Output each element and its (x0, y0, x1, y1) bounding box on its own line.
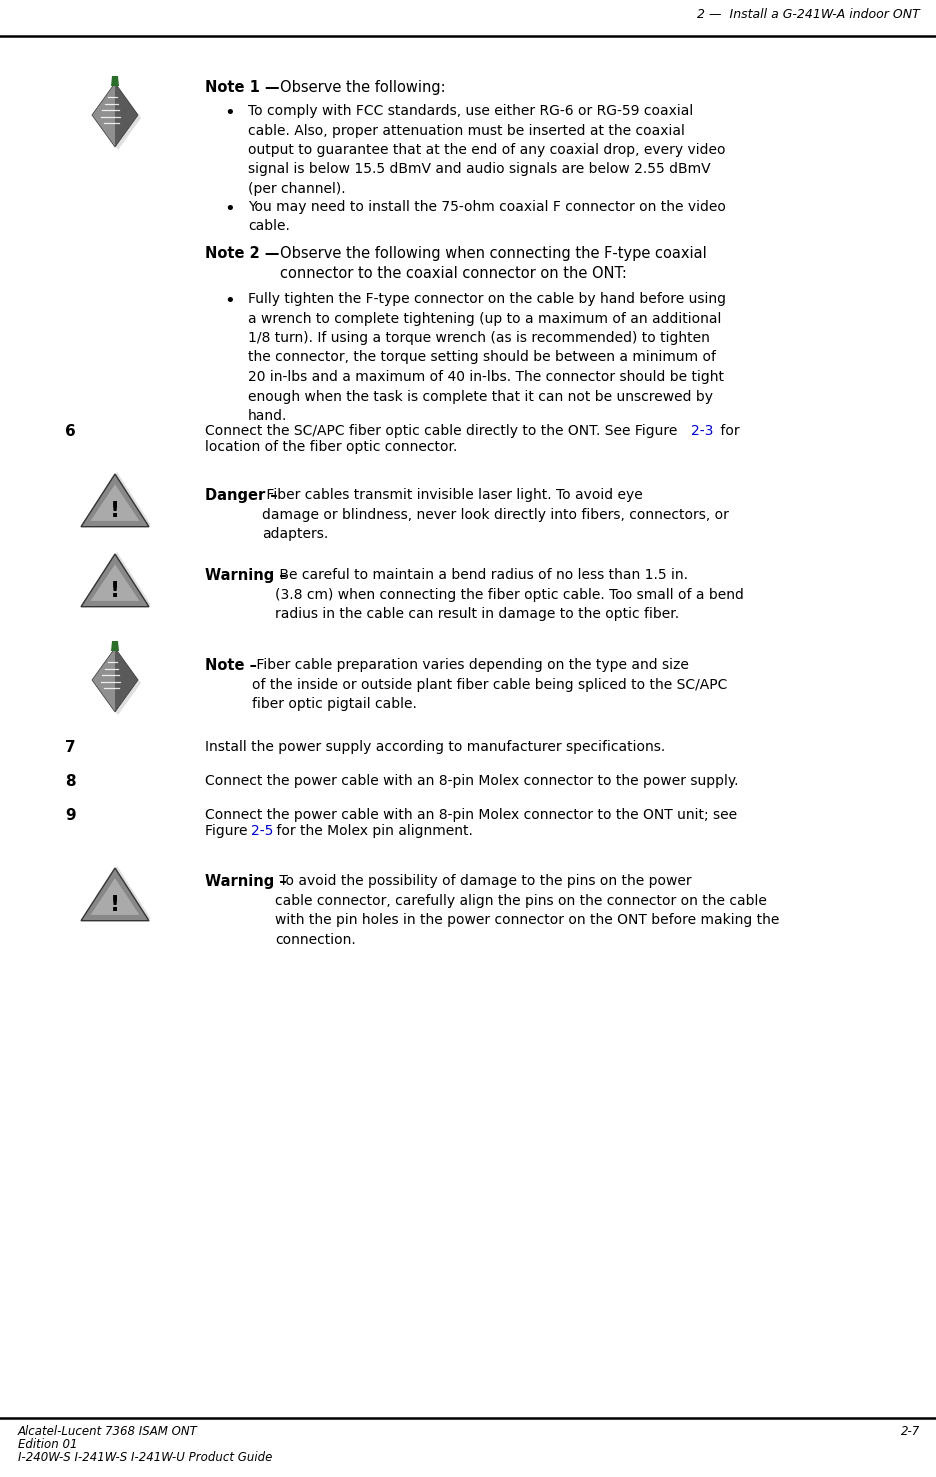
Text: 2-3: 2-3 (690, 424, 712, 439)
Text: Connect the SC/APC fiber optic cable directly to the ONT. See Figure: Connect the SC/APC fiber optic cable dir… (205, 424, 681, 439)
Polygon shape (92, 83, 115, 148)
Text: Connect the power cable with an 8-pin Molex connector to the ONT unit; see: Connect the power cable with an 8-pin Mo… (205, 808, 737, 823)
Text: You may need to install the 75-ohm coaxial F connector on the video
cable.: You may need to install the 75-ohm coaxi… (248, 199, 725, 233)
Polygon shape (83, 866, 151, 919)
Text: !: ! (110, 580, 120, 601)
Text: Danger –: Danger – (205, 487, 277, 504)
Text: 2-5: 2-5 (251, 824, 273, 837)
Polygon shape (83, 473, 151, 524)
Polygon shape (91, 564, 139, 601)
Polygon shape (83, 552, 151, 604)
Text: Fully tighten the F-type connector on the cable by hand before using
a wrench to: Fully tighten the F-type connector on th… (248, 292, 725, 422)
Text: Observe the following:: Observe the following: (280, 80, 446, 95)
Text: Connect the power cable with an 8-pin Molex connector to the power supply.: Connect the power cable with an 8-pin Mo… (205, 774, 738, 789)
Text: Note 1 —: Note 1 — (205, 80, 279, 95)
Polygon shape (92, 648, 115, 712)
Text: 2-7: 2-7 (899, 1425, 919, 1439)
Text: !: ! (110, 501, 120, 521)
Text: Warning –: Warning – (205, 874, 286, 889)
Polygon shape (95, 651, 141, 715)
Text: 7: 7 (65, 740, 76, 755)
Text: 2 —  Install a G-241W-A indoor ONT: 2 — Install a G-241W-A indoor ONT (696, 7, 919, 21)
Text: Be careful to maintain a bend radius of no less than 1.5 in.
(3.8 cm) when conne: Be careful to maintain a bend radius of … (274, 569, 743, 620)
Text: 9: 9 (65, 808, 76, 823)
Text: Fiber cable preparation varies depending on the type and size
of the inside or o: Fiber cable preparation varies depending… (252, 657, 726, 710)
Text: Install the power supply according to manufacturer specifications.: Install the power supply according to ma… (205, 740, 665, 753)
Text: Alcatel-Lucent 7368 ISAM ONT: Alcatel-Lucent 7368 ISAM ONT (18, 1425, 197, 1439)
Text: To comply with FCC standards, use either RG-6 or RG-59 coaxial
cable. Also, prop: To comply with FCC standards, use either… (248, 103, 724, 196)
Text: !: ! (110, 895, 120, 914)
Polygon shape (115, 648, 138, 712)
Polygon shape (110, 641, 119, 651)
Polygon shape (80, 474, 149, 527)
Text: Fiber cables transmit invisible laser light. To avoid eye
damage or blindness, n: Fiber cables transmit invisible laser li… (262, 487, 728, 541)
Text: 6: 6 (65, 424, 76, 439)
Polygon shape (91, 484, 139, 521)
Polygon shape (80, 868, 149, 920)
Text: Edition 01: Edition 01 (18, 1439, 78, 1450)
Text: Figure: Figure (205, 824, 252, 837)
Text: I-240W-S I-241W-S I-241W-U Product Guide: I-240W-S I-241W-S I-241W-U Product Guide (18, 1450, 272, 1464)
Text: location of the fiber optic connector.: location of the fiber optic connector. (205, 440, 457, 453)
Text: Warning –: Warning – (205, 569, 286, 583)
Text: for the Molex pin alignment.: for the Molex pin alignment. (271, 824, 473, 837)
Text: 8: 8 (65, 774, 76, 789)
Text: Observe the following when connecting the F-type coaxial
connector to the coaxia: Observe the following when connecting th… (280, 247, 706, 281)
Polygon shape (80, 554, 149, 607)
Text: •: • (225, 103, 235, 123)
Text: Note 2 —: Note 2 — (205, 247, 279, 261)
Text: •: • (225, 199, 235, 219)
Polygon shape (91, 879, 139, 914)
Polygon shape (110, 75, 119, 86)
Polygon shape (115, 83, 138, 148)
Text: •: • (225, 292, 235, 310)
Text: To avoid the possibility of damage to the pins on the power
cable connector, car: To avoid the possibility of damage to th… (274, 874, 779, 947)
Text: for: for (715, 424, 739, 439)
Text: Note –: Note – (205, 657, 256, 674)
Polygon shape (95, 86, 141, 151)
